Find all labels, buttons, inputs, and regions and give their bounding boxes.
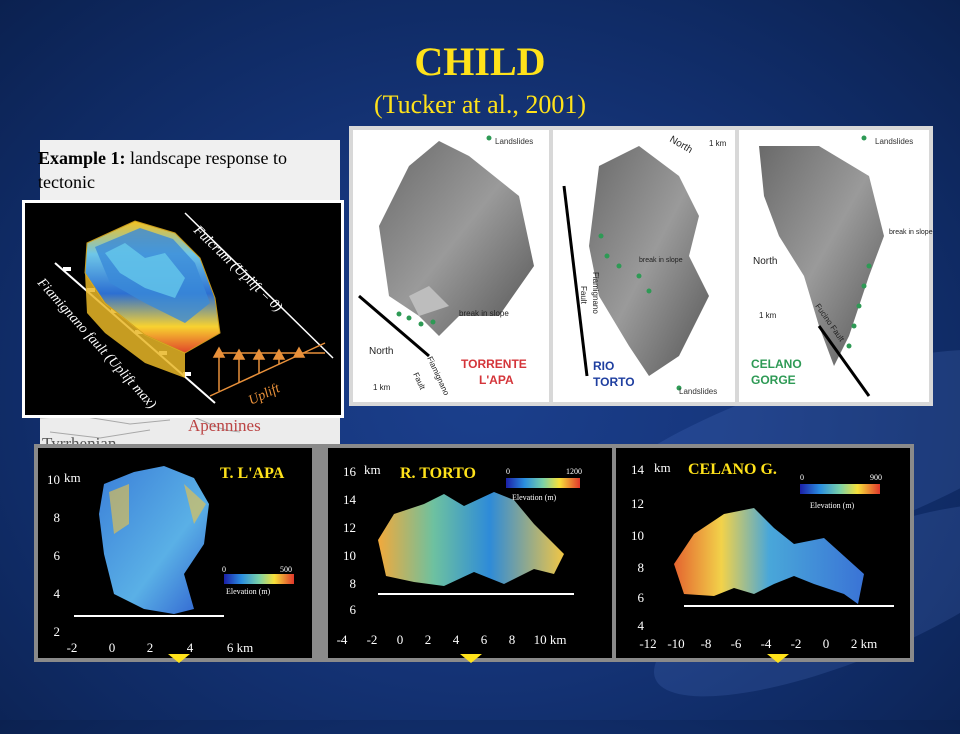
map-b-cb-label: Elevation (m): [512, 493, 557, 502]
elevation-maps-panel: T. L'APA km 10 8 6 4 2 -2 0 2 4 6 km 0 5…: [34, 444, 914, 662]
map-a-title: T. L'APA: [220, 465, 285, 482]
map-name-3b: GORGE: [751, 373, 796, 387]
map-c-ytick: 4: [638, 618, 645, 633]
map-c-title: CELANO G.: [688, 461, 777, 478]
example-text: landscape response to tectonic: [38, 148, 287, 192]
landslides-legend-1: Landslides: [495, 137, 533, 146]
elevation-maps-graphic: T. L'APA km 10 8 6 4 2 -2 0 2 4 6 km 0 5…: [38, 448, 910, 658]
map-c-xtick: 2 km: [851, 636, 877, 651]
scale-label-3: 1 km: [759, 311, 777, 320]
north-label-1: North: [369, 346, 393, 357]
map-b-ytick: 10: [343, 548, 356, 563]
map-b-ytick: 8: [350, 576, 357, 591]
tyrrhenian-label: Tyrrhenian: [42, 434, 117, 446]
uplift-figure: Fulcrum (Uplift = 0) Fiamignano fault (U…: [22, 200, 344, 418]
map-c-xtick: -2: [791, 636, 802, 651]
map-a-xtick: 0: [109, 640, 116, 655]
example-label: Example 1:: [38, 148, 126, 168]
map-a-ytick: 8: [54, 510, 61, 525]
marker-a: [168, 654, 190, 663]
map-c-ytick: 12: [631, 496, 644, 511]
map-c-cb-max: 900: [870, 473, 882, 482]
break-in-slope-3: break in slope: [889, 229, 933, 236]
map-c-ytick: 8: [638, 560, 645, 575]
apennines-label: Apennines: [188, 416, 261, 435]
map-b-xtick: 2: [425, 632, 432, 647]
map-c-ytick: 14: [631, 462, 645, 477]
map-a-xtick: 2: [147, 640, 154, 655]
map-name-2a: RIO: [593, 359, 614, 373]
map-b-unit: km: [364, 462, 381, 477]
map-name-2b: TORTO: [593, 375, 635, 389]
map-b-ytick: 12: [343, 520, 356, 535]
map-c-xtick: -4: [761, 636, 772, 651]
slide-title: CHILD: [414, 39, 546, 84]
map-a-cb-label: Elevation (m): [226, 587, 271, 596]
break-in-slope-1: break in slope: [459, 309, 509, 318]
scale-label-1: 1 km: [373, 383, 391, 392]
uplift-arrows: [212, 346, 325, 391]
map-a-ytick: 6: [54, 548, 61, 563]
map-a-ytick: 2: [54, 624, 61, 639]
map-b-xtick: 6: [481, 632, 488, 647]
north-label-3: North: [753, 256, 777, 267]
landslide-maps-graphic: Landslides break in slope North 1 km Fia…: [353, 130, 933, 402]
map-a-xtick: -2: [67, 640, 78, 655]
map-c-xtick: -12: [639, 636, 656, 651]
map-a-cb-max: 500: [280, 565, 292, 574]
map-b-xtick: 4: [453, 632, 460, 647]
map-c-xtick: -8: [701, 636, 712, 651]
map-c-unit: km: [654, 460, 671, 475]
map-a-ytick: 4: [54, 586, 61, 601]
map-a-unit: km: [64, 470, 81, 485]
map-b-xtick: 0: [397, 632, 404, 647]
marker-b: [460, 654, 482, 663]
map-c-cb-label: Elevation (m): [810, 501, 855, 510]
map-c-xtick: -6: [731, 636, 742, 651]
map-b-title: R. TORTO: [400, 465, 476, 482]
map-a-cb-min: 0: [222, 565, 226, 574]
slide-subtitle: (Tucker at al., 2001): [373, 90, 587, 119]
break-in-slope-2: break in slope: [639, 257, 683, 264]
fault-label-2b: Fault: [579, 286, 588, 305]
map-a-xtick: 6 km: [227, 640, 253, 655]
map-a-ytick: 10: [47, 472, 60, 487]
map-b-xtick: 10 km: [534, 632, 567, 647]
map-b-xtick: -2: [367, 632, 378, 647]
map-b-cb-max: 1200: [566, 467, 582, 476]
map-name-1a: TORRENTE: [461, 357, 527, 371]
map-b-xtick: 8: [509, 632, 516, 647]
example-caption: Example 1: landscape response to tectoni…: [38, 146, 298, 194]
map-b-ytick: 6: [350, 602, 357, 617]
scale-label-2: 1 km: [709, 139, 727, 148]
map-b-ytick: 14: [343, 492, 357, 507]
map-b-ytick: 16: [343, 464, 357, 479]
map-c-xtick: -10: [667, 636, 684, 651]
map-name-1b: L'APA: [479, 373, 514, 387]
landslide-maps-panel: Landslides break in slope North 1 km Fia…: [349, 126, 933, 406]
map-b-cb-min: 0: [506, 467, 510, 476]
map-a-xtick: 4: [187, 640, 194, 655]
map-c-cb-min: 0: [800, 473, 804, 482]
landslides-legend-2: Landslides: [679, 387, 717, 396]
map-c-ytick: 6: [638, 590, 645, 605]
landslides-legend-3: Landslides: [875, 137, 913, 146]
uplift-figure-graphic: Fulcrum (Uplift = 0) Fiamignano fault (U…: [25, 203, 341, 415]
map-c-xtick: 0: [823, 636, 830, 651]
map-c-ytick: 10: [631, 528, 644, 543]
map-b-xtick: -4: [337, 632, 348, 647]
map-name-3a: CELANO: [751, 357, 802, 371]
fault-label-2a: Fiamignano: [591, 272, 600, 314]
marker-c: [767, 654, 789, 663]
